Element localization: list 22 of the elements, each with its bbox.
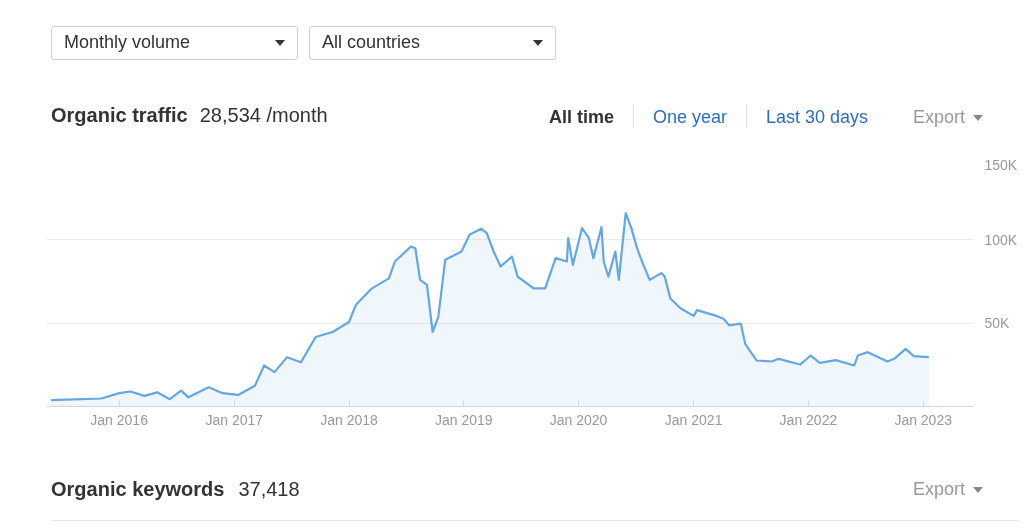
x-tick-label: Jan 2016 bbox=[90, 411, 149, 428]
text: Monthly volume bbox=[64, 31, 191, 55]
text: All time bbox=[549, 106, 615, 129]
text: One year bbox=[653, 106, 728, 129]
chart-subtitle: 28,534 /month bbox=[199, 104, 328, 126]
x-tick-label: Jan 2022 bbox=[779, 411, 838, 428]
text: Export bbox=[913, 106, 967, 129]
x-tick-label: Jan 2023 bbox=[894, 411, 953, 428]
text: Last 30 days bbox=[766, 106, 869, 129]
text: 37,418 bbox=[238, 478, 300, 500]
y-tick-label: 150K bbox=[984, 156, 1018, 173]
text: All countries bbox=[322, 31, 421, 55]
y-tick-label: 100K bbox=[984, 231, 1018, 248]
y-tick-label: 50K bbox=[984, 315, 1011, 332]
text: Export bbox=[913, 478, 967, 501]
x-tick-label: Jan 2017 bbox=[205, 411, 264, 428]
text: Organic keywords bbox=[51, 478, 225, 500]
x-tick-label: Jan 2021 bbox=[664, 411, 723, 428]
x-tick-label: Jan 2019 bbox=[434, 411, 493, 428]
chart-title: Organic traffic bbox=[51, 104, 188, 126]
x-tick-label: Jan 2020 bbox=[549, 411, 608, 428]
x-tick-label: Jan 2018 bbox=[320, 411, 379, 428]
